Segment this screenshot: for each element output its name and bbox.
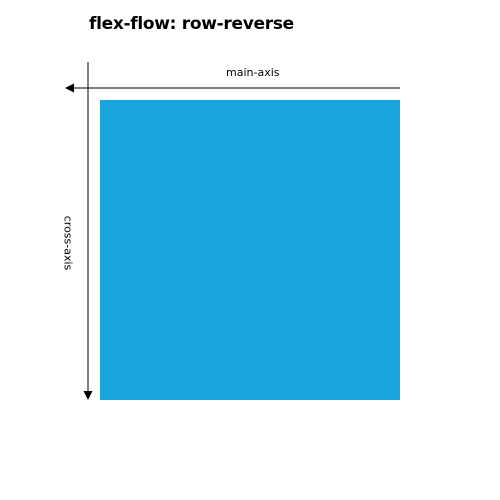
main-axis-arrowhead <box>65 83 74 93</box>
main-axis-arrow <box>65 83 400 93</box>
cross-axis-arrow <box>83 62 93 400</box>
main-axis-label: main-axis <box>226 66 280 79</box>
flex-item-box <box>100 100 400 400</box>
diagram-title: flex-flow: row-reverse <box>89 14 294 34</box>
cross-axis-arrowhead <box>83 391 93 400</box>
